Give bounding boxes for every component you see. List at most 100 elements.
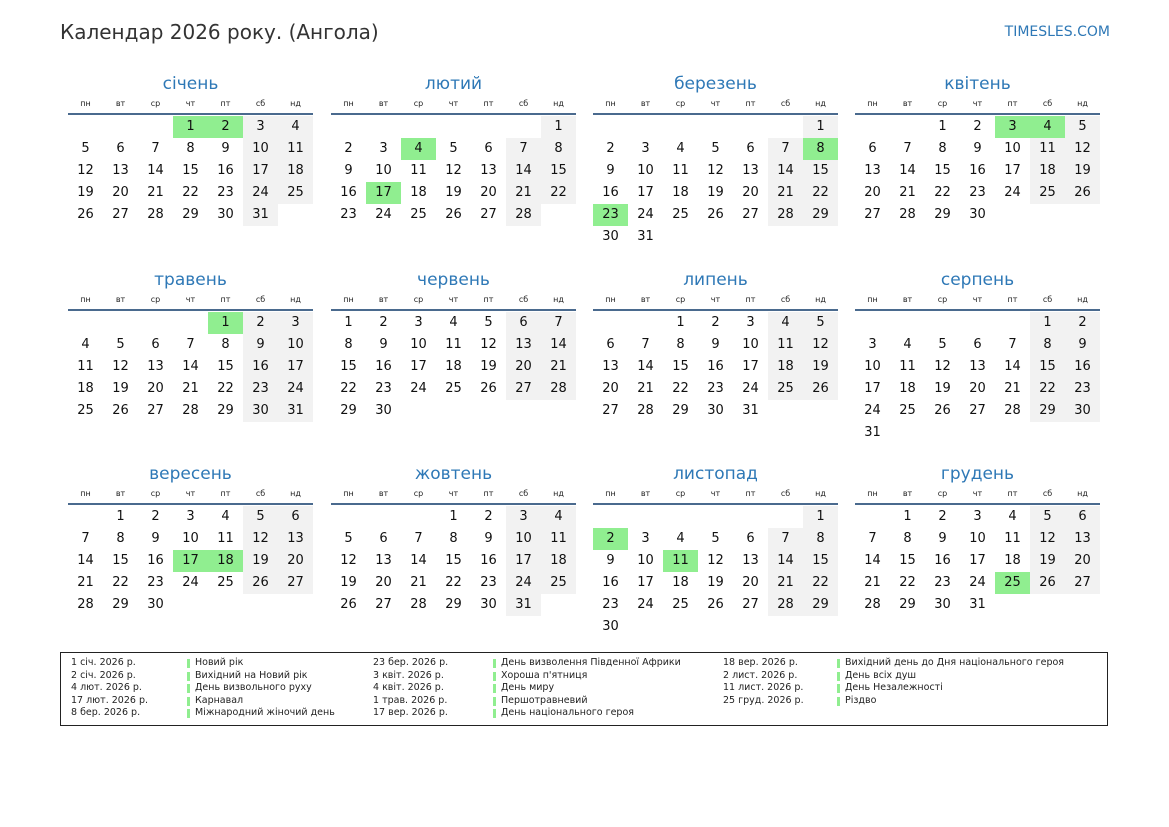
day-cell[interactable]: 21 bbox=[637, 381, 654, 396]
day-cell[interactable]: 8 bbox=[903, 531, 912, 546]
day-cell[interactable]: 16 bbox=[147, 553, 164, 568]
day-cell[interactable]: 27 bbox=[506, 378, 541, 400]
day-cell[interactable]: 9 bbox=[606, 553, 615, 568]
day-cell[interactable]: 21 bbox=[147, 185, 164, 200]
day-cell[interactable]: 28 bbox=[506, 204, 541, 226]
day-cell[interactable]: 18 bbox=[1004, 553, 1021, 568]
day-cell[interactable]: 16 bbox=[1065, 356, 1100, 378]
day-cell[interactable]: 6 bbox=[484, 141, 493, 156]
day-cell[interactable]: 19 bbox=[77, 185, 94, 200]
day-cell[interactable]: 1 bbox=[208, 312, 243, 334]
day-cell[interactable]: 10 bbox=[375, 163, 392, 178]
day-cell[interactable]: 24 bbox=[410, 381, 427, 396]
day-cell[interactable]: 3 bbox=[995, 116, 1030, 138]
day-cell[interactable]: 13 bbox=[1065, 528, 1100, 550]
day-cell[interactable]: 20 bbox=[506, 356, 541, 378]
day-cell[interactable]: 31 bbox=[742, 403, 759, 418]
day-cell[interactable]: 14 bbox=[768, 160, 803, 182]
day-cell[interactable]: 18 bbox=[899, 381, 916, 396]
day-cell[interactable]: 13 bbox=[147, 359, 164, 374]
day-cell[interactable]: 12 bbox=[112, 359, 129, 374]
day-cell[interactable]: 4 bbox=[768, 312, 803, 334]
day-cell[interactable]: 4 bbox=[541, 506, 576, 528]
day-cell[interactable]: 3 bbox=[278, 312, 313, 334]
day-cell[interactable]: 1 bbox=[344, 315, 353, 330]
day-cell[interactable]: 15 bbox=[340, 359, 357, 374]
day-cell[interactable]: 24 bbox=[182, 575, 199, 590]
day-cell[interactable]: 25 bbox=[768, 378, 803, 400]
day-cell[interactable]: 12 bbox=[803, 334, 838, 356]
day-cell[interactable]: 5 bbox=[243, 506, 278, 528]
day-cell[interactable]: 17 bbox=[1004, 163, 1021, 178]
day-cell[interactable]: 10 bbox=[637, 163, 654, 178]
day-cell[interactable]: 18 bbox=[208, 550, 243, 572]
day-cell[interactable]: 14 bbox=[147, 163, 164, 178]
day-cell[interactable]: 18 bbox=[1030, 160, 1065, 182]
day-cell[interactable]: 28 bbox=[77, 597, 94, 612]
day-cell[interactable]: 15 bbox=[182, 163, 199, 178]
day-cell[interactable]: 18 bbox=[77, 381, 94, 396]
day-cell[interactable]: 25 bbox=[410, 207, 427, 222]
day-cell[interactable]: 24 bbox=[375, 207, 392, 222]
day-cell[interactable]: 10 bbox=[969, 531, 986, 546]
day-cell[interactable]: 20 bbox=[147, 381, 164, 396]
day-cell[interactable]: 5 bbox=[711, 531, 720, 546]
day-cell[interactable]: 26 bbox=[707, 597, 724, 612]
day-cell[interactable]: 15 bbox=[445, 553, 462, 568]
day-cell[interactable]: 10 bbox=[278, 334, 313, 356]
day-cell[interactable]: 7 bbox=[868, 531, 877, 546]
day-cell[interactable]: 9 bbox=[243, 334, 278, 356]
day-cell[interactable]: 27 bbox=[742, 207, 759, 222]
day-cell[interactable]: 17 bbox=[637, 575, 654, 590]
day-cell[interactable]: 3 bbox=[641, 141, 650, 156]
day-cell[interactable]: 10 bbox=[1004, 141, 1021, 156]
day-cell[interactable]: 17 bbox=[278, 356, 313, 378]
day-cell[interactable]: 11 bbox=[541, 528, 576, 550]
day-cell[interactable]: 12 bbox=[707, 163, 724, 178]
day-cell[interactable]: 15 bbox=[934, 163, 951, 178]
day-cell[interactable]: 4 bbox=[1030, 116, 1065, 138]
day-cell[interactable]: 11 bbox=[410, 163, 427, 178]
day-cell[interactable]: 30 bbox=[602, 229, 619, 244]
day-cell[interactable]: 7 bbox=[768, 138, 803, 160]
day-cell[interactable]: 10 bbox=[506, 528, 541, 550]
day-cell[interactable]: 29 bbox=[217, 403, 234, 418]
day-cell[interactable]: 20 bbox=[602, 381, 619, 396]
day-cell[interactable]: 18 bbox=[410, 185, 427, 200]
day-cell[interactable]: 19 bbox=[112, 381, 129, 396]
day-cell[interactable]: 3 bbox=[506, 506, 541, 528]
day-cell[interactable]: 22 bbox=[934, 185, 951, 200]
day-cell[interactable]: 19 bbox=[1065, 160, 1100, 182]
day-cell[interactable]: 1 bbox=[803, 116, 838, 138]
day-cell[interactable]: 27 bbox=[864, 207, 881, 222]
day-cell[interactable]: 28 bbox=[147, 207, 164, 222]
day-cell[interactable]: 11 bbox=[77, 359, 94, 374]
day-cell[interactable]: 24 bbox=[1004, 185, 1021, 200]
day-cell[interactable]: 2 bbox=[938, 509, 947, 524]
day-cell[interactable]: 16 bbox=[217, 163, 234, 178]
day-cell[interactable]: 16 bbox=[243, 356, 278, 378]
day-cell[interactable]: 21 bbox=[899, 185, 916, 200]
day-cell[interactable]: 16 bbox=[602, 185, 619, 200]
day-cell[interactable]: 4 bbox=[903, 337, 912, 352]
day-cell[interactable]: 26 bbox=[445, 207, 462, 222]
day-cell[interactable]: 18 bbox=[278, 160, 313, 182]
day-cell[interactable]: 2 bbox=[606, 141, 615, 156]
day-cell[interactable]: 19 bbox=[803, 356, 838, 378]
day-cell[interactable]: 22 bbox=[541, 182, 576, 204]
day-cell[interactable]: 3 bbox=[414, 315, 423, 330]
day-cell[interactable]: 31 bbox=[969, 597, 986, 612]
day-cell[interactable]: 24 bbox=[637, 207, 654, 222]
day-cell[interactable]: 22 bbox=[112, 575, 129, 590]
day-cell[interactable]: 20 bbox=[112, 185, 129, 200]
day-cell[interactable]: 24 bbox=[243, 182, 278, 204]
day-cell[interactable]: 7 bbox=[186, 337, 195, 352]
day-cell[interactable]: 19 bbox=[480, 359, 497, 374]
day-cell[interactable]: 14 bbox=[182, 359, 199, 374]
day-cell[interactable]: 22 bbox=[182, 185, 199, 200]
day-cell[interactable]: 11 bbox=[278, 138, 313, 160]
day-cell[interactable]: 1 bbox=[903, 509, 912, 524]
day-cell[interactable]: 6 bbox=[151, 337, 160, 352]
day-cell[interactable]: 28 bbox=[768, 594, 803, 616]
day-cell[interactable]: 8 bbox=[803, 528, 838, 550]
